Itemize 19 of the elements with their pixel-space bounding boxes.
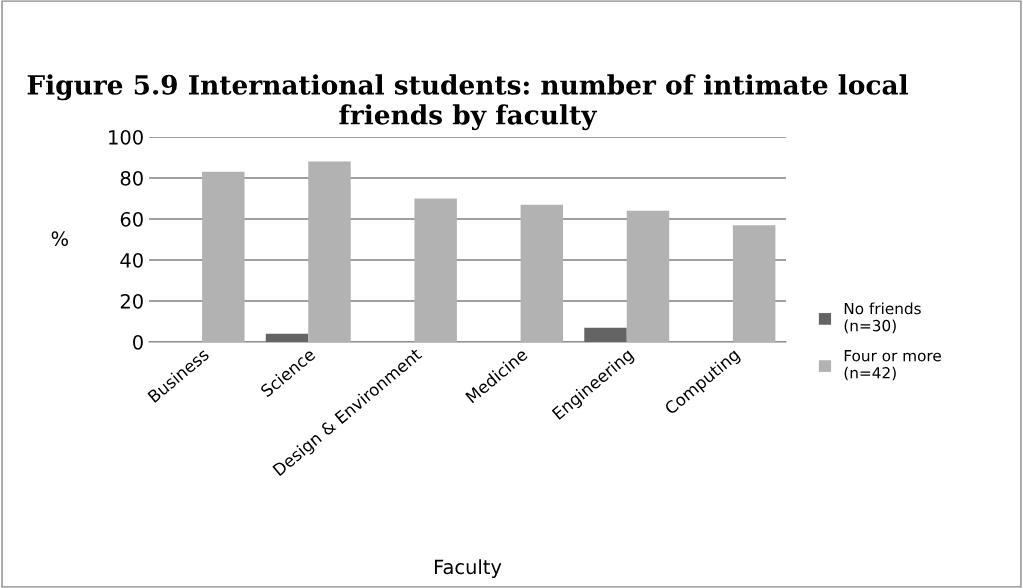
- y-tick-label: 60: [120, 211, 143, 227]
- x-axis-title: Faculty: [434, 559, 502, 579]
- chart-title: Figure 5.9 International students: number of intimate local friends by faculty: [27, 74, 908, 131]
- bar: [732, 225, 776, 342]
- legend-label: Four or more (n=42): [844, 350, 941, 381]
- y-tick-label: 0: [133, 334, 143, 350]
- y-tick-label: 80: [120, 170, 143, 186]
- y-tick-label: 100: [109, 129, 143, 145]
- bar: [308, 161, 351, 342]
- bar: [414, 198, 457, 342]
- bar: [584, 327, 627, 342]
- bar: [520, 204, 564, 342]
- bar: [202, 171, 245, 342]
- bar: [626, 210, 670, 342]
- bar: [265, 333, 309, 342]
- y-tick-label: 40: [120, 252, 143, 268]
- legend-label: No friends (n=30): [844, 302, 921, 334]
- y-axis-title: %: [51, 231, 68, 246]
- y-tick-label: 20: [120, 293, 143, 309]
